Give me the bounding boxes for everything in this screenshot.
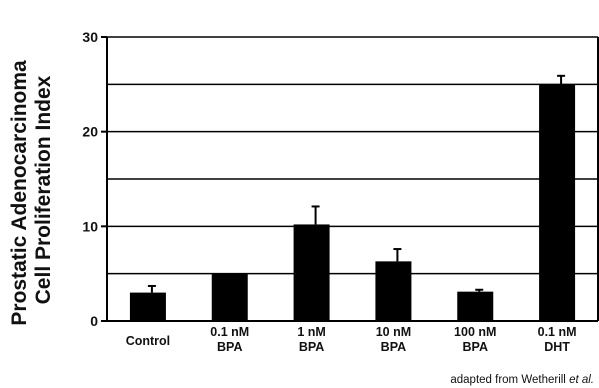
y-tick-label-2: 20	[82, 124, 98, 140]
y-tick-label-3: 30	[82, 29, 98, 45]
x-tick-label-1-line-1: BPA	[217, 340, 242, 354]
bar-3	[375, 261, 412, 321]
x-tick-label-4-line-1: BPA	[463, 340, 488, 354]
x-tick-label-2-line-1: BPA	[299, 340, 324, 354]
x-tick-label-5-line-1: DHT	[544, 340, 570, 354]
y-tick-label-0: 0	[90, 313, 98, 329]
x-tick-label-2: 1 nM BPA	[297, 325, 325, 354]
x-tick-label-5: 0.1 nM DHT	[538, 325, 577, 354]
bar-0	[129, 292, 166, 321]
x-tick-label-1-line-0: 0.1 nM	[210, 325, 249, 339]
x-tick-label-2-line-0: 1 nM	[297, 325, 325, 339]
source-note-text: adapted from Wetherill	[450, 374, 569, 386]
x-tick-label-3-line-0: 10 nM	[376, 325, 411, 339]
bar-4	[457, 291, 494, 321]
bars	[129, 74, 576, 321]
source-note: adapted from Wetherill et al.	[450, 374, 594, 386]
source-note-italic: et al.	[569, 374, 594, 386]
y-axis-label: Prostatic Adenocarcinoma Cell Proliferat…	[8, 54, 55, 325]
y-tick-labels: 0 10 20 30	[82, 29, 107, 329]
x-tick-label-3: 10 nM BPA	[376, 325, 411, 354]
x-tick-label-4-line-0: 100 nM	[454, 325, 496, 339]
x-tick-label-4: 100 nM BPA	[454, 325, 496, 354]
gridlines	[107, 36, 598, 275]
y-axis-label-line-1: Prostatic Adenocarcinoma	[8, 60, 31, 326]
x-tick-label-0: Control	[126, 334, 170, 348]
bar-2	[293, 224, 330, 321]
x-tick-label-1: 0.1 nM BPA	[210, 325, 249, 354]
x-tick-label-0-line-0: Control	[126, 334, 170, 348]
bar-5	[539, 84, 576, 321]
bar-1	[211, 273, 248, 321]
y-tick-label-1: 10	[82, 218, 98, 234]
y-axis-label-line-2: Cell Proliferation Index	[32, 75, 55, 304]
x-tick-label-5-line-0: 0.1 nM	[538, 325, 577, 339]
x-tick-label-3-line-1: BPA	[381, 340, 406, 354]
